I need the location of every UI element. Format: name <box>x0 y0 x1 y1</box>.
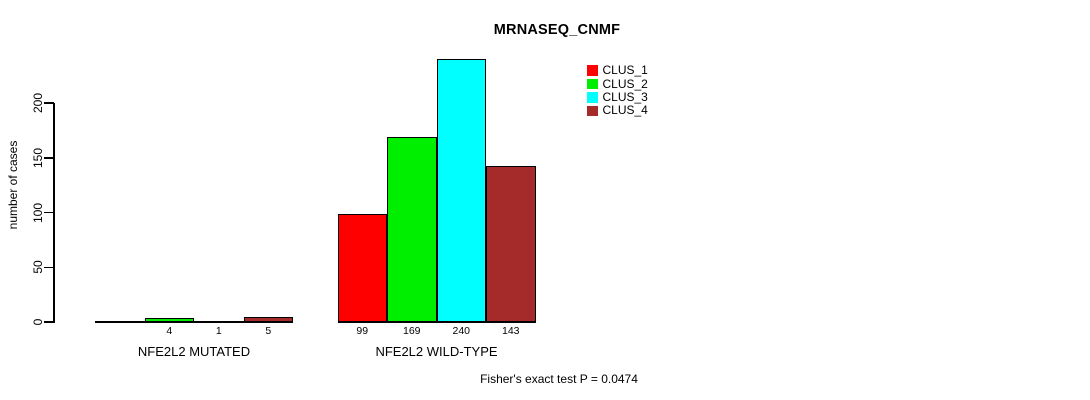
bar-clus_4 <box>486 166 536 322</box>
y-tick <box>44 211 54 214</box>
legend-item: CLUS_2 <box>587 77 648 90</box>
legend-swatch-clus_1 <box>587 65 598 76</box>
legend-label: CLUS_4 <box>602 103 648 118</box>
bar-clus_2 <box>387 137 437 322</box>
y-tick-label: 50 <box>31 260 45 274</box>
legend-item: CLUS_3 <box>587 89 648 104</box>
y-tick-label: 200 <box>31 93 45 114</box>
y-tick <box>44 321 54 323</box>
bar-value-label: 1 <box>215 325 222 337</box>
x-axis-baseline <box>95 321 293 323</box>
bar-clus_1 <box>337 214 387 322</box>
bar-value-label: 240 <box>452 325 471 337</box>
bar-value-label: 99 <box>356 325 369 337</box>
bar-clus_3 <box>436 59 486 322</box>
chart-title: MRNASEQ_CNMF <box>493 22 621 38</box>
y-tick-label: 150 <box>31 147 45 168</box>
legend-item: CLUS_1 <box>587 64 648 77</box>
y-axis-title: number of cases <box>6 140 20 230</box>
y-tick <box>44 266 54 269</box>
bar-value-label: 169 <box>402 325 421 337</box>
y-tick <box>44 157 54 159</box>
legend-label: CLUS_2 <box>602 76 648 91</box>
y-tick-label: 100 <box>31 202 45 223</box>
legend-item: CLUS_4 <box>587 104 648 117</box>
bar-value-label: 143 <box>501 325 520 337</box>
bar-value-label: 5 <box>265 325 272 337</box>
bar-clus_2 <box>144 318 194 322</box>
legend: CLUS_1 CLUS_2 CLUS_3 CLUS_4 <box>587 64 648 118</box>
legend-swatch-clus_2 <box>587 78 598 90</box>
y-tick <box>44 102 54 104</box>
y-tick-label: 0 <box>31 318 45 326</box>
bar-clus_4 <box>243 317 293 322</box>
bar-value-label: 4 <box>166 325 173 337</box>
x-axis-baseline <box>337 321 536 323</box>
legend-label: CLUS_1 <box>602 63 648 78</box>
footnote-text: Fisher's exact test P = 0.0474 <box>480 372 638 386</box>
legend-swatch-clus_4 <box>587 105 598 117</box>
group-label: NFE2L2 WILD-TYPE <box>375 344 498 359</box>
legend-label: CLUS_3 <box>602 89 648 104</box>
group-label: NFE2L2 MUTATED <box>137 344 251 359</box>
legend-swatch-clus_3 <box>587 92 598 103</box>
